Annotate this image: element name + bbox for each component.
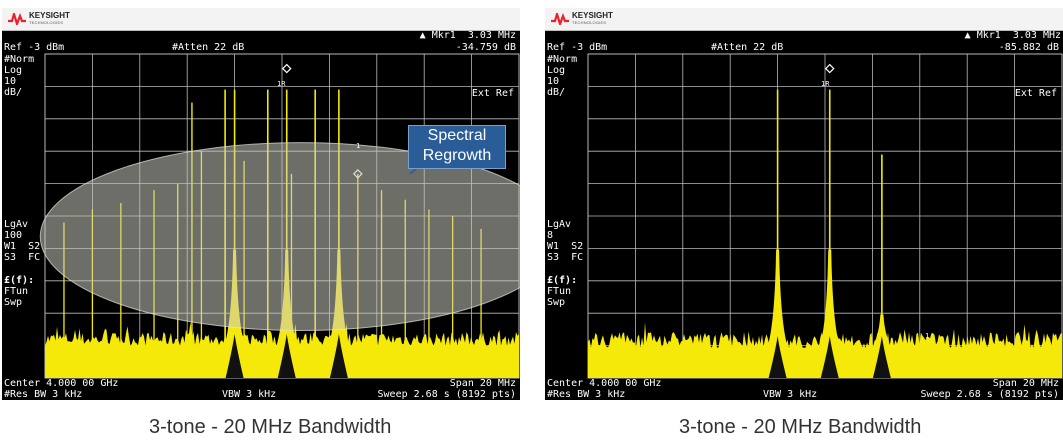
side-label-ff: £(f): <box>4 275 35 286</box>
spectrum-screen-right: KEYSIGHT TECHNOLOGIES ▲ Mkr1 3.03 MHz Ref… <box>545 8 1063 400</box>
keysight-wave-icon <box>8 13 26 25</box>
carrier-skirt-shadow <box>225 334 244 378</box>
carrier-skirt <box>763 249 792 356</box>
marker-delta-value: -85.882 dB <box>998 42 1059 53</box>
keysight-logo: KEYSIGHT TECHNOLOGIES <box>8 11 70 27</box>
side-label-norm: #Norm <box>4 54 35 65</box>
carrier-skirt-shadow <box>872 336 891 378</box>
marker-1-label: 1 <box>925 332 930 340</box>
carrier-skirt-shadow <box>768 336 787 378</box>
span-value: Span 20 MHz <box>992 378 1059 389</box>
carrier-skirt <box>815 249 844 356</box>
side-label-scale: 10 <box>4 76 17 87</box>
side-label-scale: 10 <box>547 76 560 87</box>
marker-1r-label: 1R <box>821 80 830 88</box>
carrier-skirt-shadow <box>329 334 348 378</box>
regrowth-highlight-ellipse <box>39 142 520 331</box>
side-label-ff: £(f): <box>547 275 578 286</box>
video-bandwidth: VBW 3 kHz <box>763 389 818 400</box>
side-label-swp: Swp <box>547 297 566 308</box>
trace-area-left <box>2 30 520 400</box>
side-label-swp: Swp <box>4 297 23 308</box>
side-label-units: dB/ <box>4 87 23 98</box>
reference-level: Ref -3 dBm <box>4 42 65 53</box>
side-label-norm: #Norm <box>547 54 578 65</box>
side-label-ftun: FTun <box>4 286 29 297</box>
side-label-log: Log <box>4 65 23 76</box>
carrier-skirt <box>867 314 896 356</box>
sweep-time: Sweep 2.68 s (8192 pts) <box>920 389 1059 400</box>
resolution-bandwidth: #Res BW 3 kHz <box>547 389 626 400</box>
callout-line-1: Spectral <box>427 127 487 144</box>
side-label-units: dB/ <box>547 87 566 98</box>
carrier-skirt-shadow <box>820 336 839 378</box>
ext-ref-label: Ext Ref <box>1014 88 1057 99</box>
side-label-avg-count: 8 <box>547 230 554 241</box>
marker-diamond-icon <box>281 63 292 74</box>
marker-delta-value: -34.759 dB <box>455 42 516 53</box>
side-label-avg-count: 100 <box>4 230 23 241</box>
side-label-w1s2: W1 S2 <box>547 241 584 252</box>
resolution-bandwidth: #Res BW 3 kHz <box>4 389 83 400</box>
attenuation: #Atten 22 dB <box>172 42 245 53</box>
caption-right: 3-tone - 20 MHz Bandwidth <box>679 416 922 438</box>
attenuation: #Atten 22 dB <box>711 42 784 53</box>
ext-ref-label: Ext Ref <box>471 88 514 99</box>
spectrum-display-right <box>587 53 1063 379</box>
span-value: Span 20 MHz <box>449 378 516 389</box>
side-label-s3fc: S3 FC <box>547 252 584 263</box>
marker-readout: ▲ Mkr1 3.03 MHz <box>964 30 1061 41</box>
keysight-logo: KEYSIGHT TECHNOLOGIES <box>551 11 613 27</box>
carrier-skirt-shadow <box>277 334 296 378</box>
title-bar-right: KEYSIGHT TECHNOLOGIES <box>545 8 1063 31</box>
side-label-s3fc: S3 FC <box>4 252 41 263</box>
sweep-time: Sweep 2.68 s (8192 pts) <box>377 389 516 400</box>
title-bar-left: KEYSIGHT TECHNOLOGIES <box>2 8 520 31</box>
brand-name: KEYSIGHT TECHNOLOGIES <box>572 11 613 26</box>
brand-name: KEYSIGHT TECHNOLOGIES <box>29 11 70 26</box>
keysight-wave-icon <box>551 13 569 25</box>
side-label-lgav: LgAv <box>547 219 572 230</box>
side-label-lgav: LgAv <box>4 219 29 230</box>
side-label-log: Log <box>547 65 566 76</box>
trace-area-right <box>545 30 1063 400</box>
marker-1-label: 1 <box>356 142 361 150</box>
caption-left: 3-tone - 20 MHz Bandwidth <box>149 416 392 438</box>
center-frequency: Center 4.000 00 GHz <box>4 378 119 389</box>
marker-readout: ▲ Mkr1 3.03 MHz <box>419 30 516 41</box>
spectral-regrowth-callout: Spectral Regrowth <box>408 125 506 169</box>
video-bandwidth: VBW 3 kHz <box>222 389 277 400</box>
center-frequency: Center 4.000 00 GHz <box>547 378 662 389</box>
reference-level: Ref -3 dBm <box>547 42 608 53</box>
spectrum-screen-left: KEYSIGHT TECHNOLOGIES ▲ Mkr1 3.03 MHz Ref… <box>2 8 520 400</box>
side-label-w1s2: W1 S2 <box>4 241 41 252</box>
side-label-ftun: FTun <box>547 286 572 297</box>
marker-diamond-icon <box>824 63 835 74</box>
spectrum-display-left <box>39 53 520 379</box>
callout-line-2: Regrowth <box>422 147 492 164</box>
marker-1r-label: 1R <box>277 80 286 88</box>
